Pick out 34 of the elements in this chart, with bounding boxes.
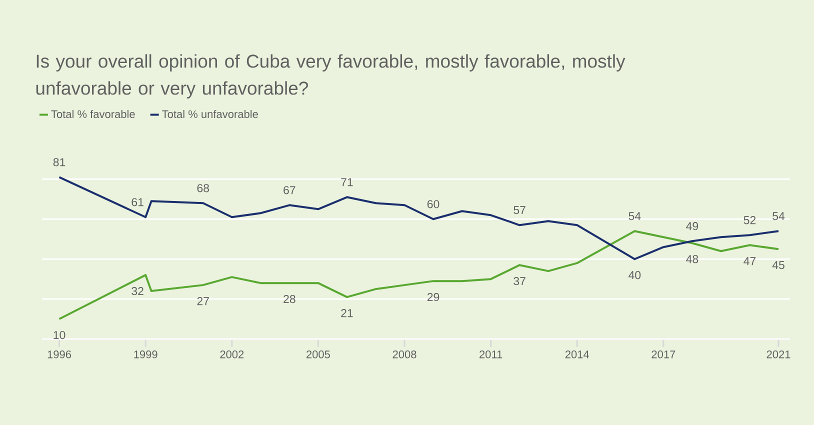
data-label: 10 [54, 330, 66, 340]
x-tick-label: 2005 [306, 350, 330, 358]
data-label: 71 [341, 178, 353, 186]
x-tick-label: 2002 [220, 350, 244, 358]
data-label: 54 [628, 212, 641, 220]
data-label: 60 [427, 200, 440, 208]
legend-label: Total % favorable [51, 110, 135, 118]
data-label: 32 [132, 287, 144, 296]
x-tick-label: 2008 [392, 350, 416, 358]
data-label: 61 [132, 198, 144, 206]
data-label: 57 [514, 206, 526, 214]
data-label: 21 [341, 309, 353, 318]
data-label: 27 [197, 297, 209, 306]
data-label: 29 [427, 292, 440, 302]
x-tick-label: 2017 [652, 350, 676, 358]
data-label: 48 [686, 255, 698, 264]
data-label: 28 [284, 294, 296, 304]
data-label: 81 [53, 158, 66, 166]
x-tick-label: 1996 [48, 350, 72, 358]
data-label: 54 [772, 212, 785, 220]
x-tick-label: 2014 [565, 350, 590, 358]
data-label: 37 [514, 277, 526, 286]
x-tick-label: 2021 [766, 350, 790, 358]
data-label: 40 [628, 271, 641, 280]
data-label: 47 [744, 257, 756, 266]
x-tick-label: 2011 [480, 350, 502, 358]
data-label: 52 [744, 216, 756, 224]
data-label: 68 [197, 184, 210, 192]
data-label: 45 [772, 261, 784, 270]
data-label: 49 [686, 222, 698, 230]
legend-label: Total % unfavorable [162, 110, 258, 118]
data-label: 67 [284, 186, 296, 194]
x-tick-label: 1999 [134, 350, 158, 358]
chart-title: Is your overall opinion of Cuba very favorable, mostly favorable, mostly unfavorable or very unfavorable? [36, 54, 626, 98]
